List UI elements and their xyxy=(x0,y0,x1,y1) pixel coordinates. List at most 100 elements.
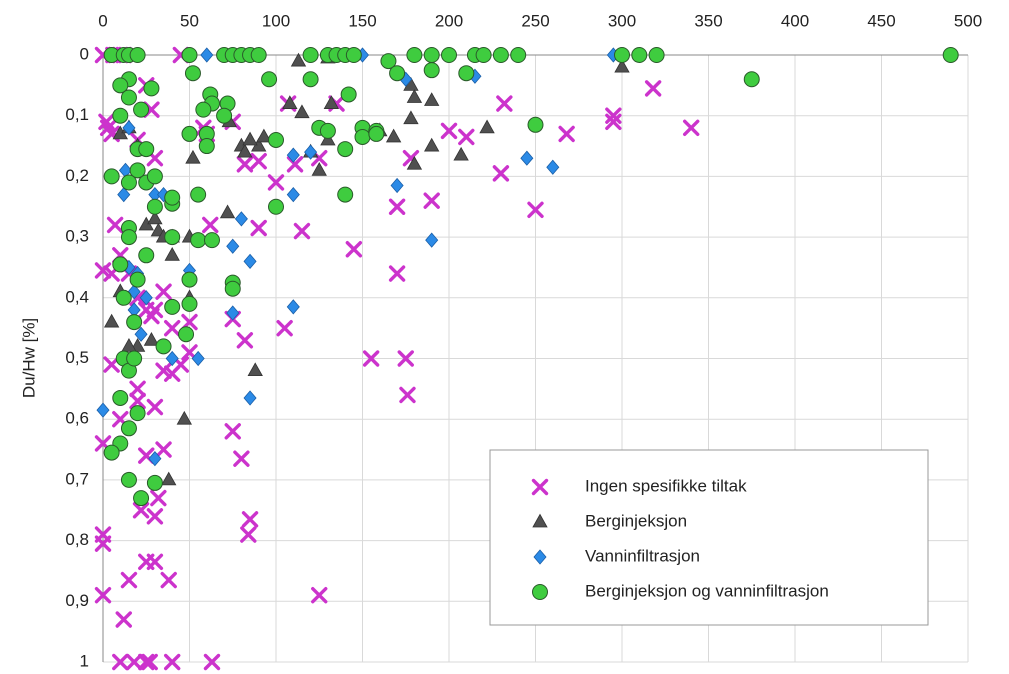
x-marker xyxy=(558,125,575,143)
circle-marker xyxy=(129,47,146,63)
circle-marker xyxy=(129,405,146,422)
circle-marker xyxy=(181,125,198,142)
diamond-marker xyxy=(390,177,404,194)
diamond-marker xyxy=(165,350,179,367)
circle-marker xyxy=(103,168,120,185)
diamond-marker xyxy=(243,253,257,269)
legend-label: Ingen spesifikke tiltak xyxy=(585,476,747,495)
triangle-marker xyxy=(176,410,192,425)
x-marker xyxy=(164,319,181,337)
y-tick-label: 0,7 xyxy=(65,469,89,488)
circle-marker xyxy=(138,141,155,158)
x-tick-label: 400 xyxy=(781,11,809,30)
y-tick-label: 0,6 xyxy=(65,409,89,428)
circle-marker xyxy=(340,86,357,103)
diamond-marker xyxy=(234,211,248,227)
diamond-marker xyxy=(226,238,240,254)
circle-marker xyxy=(112,107,129,124)
x-marker xyxy=(605,113,622,130)
circle-marker xyxy=(368,125,385,142)
x-marker xyxy=(423,192,440,209)
diamond-marker xyxy=(226,305,240,321)
x-marker xyxy=(129,380,146,398)
diamond-marker xyxy=(425,232,439,248)
legend-label: Berginjeksjon xyxy=(585,511,687,530)
triangle-marker xyxy=(290,52,307,67)
triangle-marker xyxy=(385,128,402,143)
circle-marker xyxy=(631,47,648,63)
circle-marker xyxy=(198,138,215,155)
y-tick-label: 0,4 xyxy=(65,287,89,306)
x-marker xyxy=(150,489,167,507)
y-tick-label: 0,9 xyxy=(65,591,89,610)
triangle-marker xyxy=(479,119,495,134)
legend-box xyxy=(489,449,929,626)
circle-marker xyxy=(120,420,137,437)
x-marker xyxy=(605,107,622,124)
circle-marker xyxy=(268,198,284,215)
x-marker xyxy=(112,653,129,671)
circle-marker xyxy=(423,62,440,79)
x-marker xyxy=(440,122,458,140)
circle-marker xyxy=(532,584,548,600)
circle-marker xyxy=(510,47,527,63)
circle-marker xyxy=(181,271,198,288)
circle-marker xyxy=(146,474,163,491)
x-tick-label: 450 xyxy=(867,11,895,30)
triangle-marker xyxy=(424,92,440,106)
circle-marker xyxy=(120,229,137,246)
circle-marker xyxy=(492,47,509,63)
circle-marker xyxy=(181,295,198,312)
x-marker xyxy=(138,653,155,671)
triangle-marker xyxy=(532,513,548,528)
circle-marker xyxy=(389,65,406,82)
circle-marker xyxy=(319,122,336,139)
triangle-marker xyxy=(147,210,163,225)
series-3 xyxy=(103,47,959,507)
x-marker xyxy=(250,153,267,170)
circle-marker xyxy=(146,198,163,215)
diamond-marker xyxy=(139,290,153,306)
circle-marker xyxy=(112,389,129,406)
x-marker xyxy=(224,423,241,440)
x-marker xyxy=(164,653,181,671)
circle-marker xyxy=(103,444,120,461)
circle-marker xyxy=(164,229,181,246)
x-marker xyxy=(120,571,138,589)
x-tick-label: 50 xyxy=(180,11,199,30)
x-marker xyxy=(125,653,143,671)
x-marker xyxy=(94,535,112,552)
x-marker xyxy=(527,201,544,218)
circle-marker xyxy=(129,162,146,179)
circle-marker xyxy=(268,131,284,148)
diamond-marker xyxy=(117,186,131,203)
x-marker xyxy=(94,587,112,604)
circle-marker xyxy=(261,71,278,88)
x-tick-label: 100 xyxy=(262,11,290,30)
circle-marker xyxy=(203,232,220,249)
circle-marker xyxy=(190,186,207,203)
circle-marker xyxy=(743,71,760,88)
circle-marker xyxy=(527,116,544,133)
x-marker xyxy=(492,165,510,182)
circle-marker xyxy=(250,47,267,63)
diamond-marker xyxy=(148,451,162,467)
x-marker xyxy=(388,198,406,215)
triangle-marker xyxy=(424,137,440,152)
x-marker xyxy=(155,441,172,458)
circle-marker xyxy=(302,71,319,88)
x-marker xyxy=(496,95,513,112)
triangle-marker xyxy=(237,143,253,158)
x-marker xyxy=(146,398,164,416)
x-marker xyxy=(236,156,254,173)
circle-marker xyxy=(164,189,181,206)
circle-marker xyxy=(337,186,354,203)
triangle-marker xyxy=(143,331,160,346)
x-marker xyxy=(146,508,164,525)
y-tick-label: 0,3 xyxy=(65,227,89,246)
circle-marker xyxy=(126,350,143,367)
diamond-marker xyxy=(286,186,300,203)
x-marker xyxy=(644,80,662,97)
circle-marker xyxy=(224,280,241,297)
